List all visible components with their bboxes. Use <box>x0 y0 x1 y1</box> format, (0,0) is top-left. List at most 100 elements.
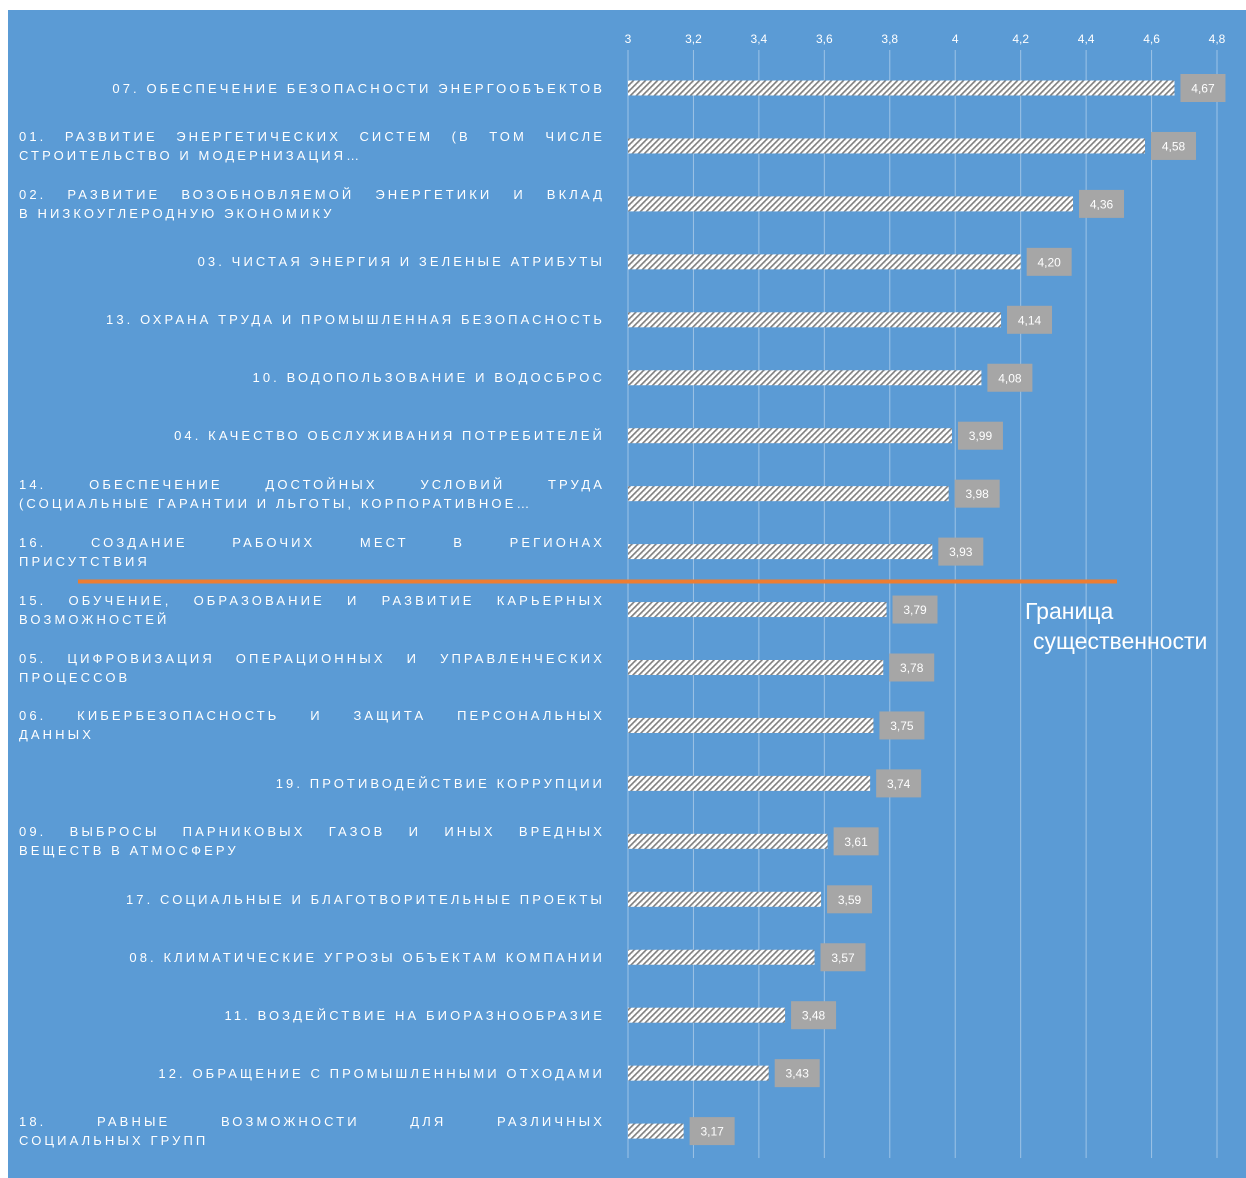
data-label: 3,78 <box>900 661 924 675</box>
category-label-line: ВОЗМОЖНОСТЕЙ <box>19 611 170 627</box>
category-label: 14. ОБЕСПЕЧЕНИЕ ДОСТОЙНЫХ УСЛОВИЙ ТРУДА (… <box>19 475 605 513</box>
category-label: 06. КИБЕРБЕЗОПАСНОСТЬ И ЗАЩИТА ПЕРСОНАЛЬ… <box>19 706 605 744</box>
category-label-line: (СОЦИАЛЬНЫЕ ГАРАНТИИ И ЛЬГОТЫ, КОРПОРАТИ… <box>19 495 533 511</box>
bar <box>628 660 884 675</box>
data-label: 4,36 <box>1090 197 1114 211</box>
data-label: 3,93 <box>949 545 973 559</box>
category-label-line: ПРОЦЕССОВ <box>19 669 131 685</box>
category-label: 07. ОБЕСПЕЧЕНИЕ БЕЗОПАСНОСТИ ЭНЕРГООБЪЕК… <box>112 80 605 96</box>
category-label: 12. ОБРАЩЕНИЕ С ПРОМЫШЛЕННЫМИ ОТХОДАМИ <box>158 1065 605 1081</box>
data-label: 3,79 <box>903 603 927 617</box>
data-label-box <box>820 943 866 972</box>
x-tick-label: 4,8 <box>1209 32 1226 46</box>
x-tick-label: 3,6 <box>816 32 833 46</box>
category-label-line: СТРОИТЕЛЬСТВО И МОДЕРНИЗАЦИЯ… <box>19 147 363 163</box>
category-label-line: В НИЗКОУГЛЕРОДНУЮ ЭКОНОМИКУ <box>19 205 335 221</box>
category-label: 09. ВЫБРОСЫ ПАРНИКОВЫХ ГАЗОВ И ИНЫХ ВРЕД… <box>19 822 605 860</box>
x-tick-label: 4 <box>952 32 959 46</box>
bar <box>628 717 874 733</box>
category-label: 19. ПРОТИВОДЕЙСТВИЕ КОРРУПЦИИ <box>275 775 605 791</box>
data-label: 4,67 <box>1191 82 1215 96</box>
x-tick-label: 3,4 <box>751 32 768 46</box>
data-label: 4,08 <box>998 371 1022 385</box>
category-label-line: 02. РАЗВИТИЕ ВОЗОБНОВЛЯЕМОЙ ЭНЕРГЕТИКИ И… <box>19 186 605 202</box>
data-label-box <box>1180 74 1226 102</box>
bar <box>628 254 1021 270</box>
bar <box>628 80 1175 96</box>
data-label: 3,17 <box>700 1125 724 1139</box>
data-label-box <box>889 653 935 682</box>
data-label-box <box>938 537 984 566</box>
data-label-box <box>774 1059 820 1088</box>
bar <box>628 486 949 502</box>
data-label-box <box>833 827 879 856</box>
x-tick-label: 4,6 <box>1143 32 1160 46</box>
category-label-line: ВЕЩЕСТВ В АТМОСФЕРУ <box>19 843 239 859</box>
bar <box>628 428 952 444</box>
category-label: 10. ВОДОПОЛЬЗОВАНИЕ И ВОДОСБРОС <box>252 370 605 386</box>
category-label: 04. КАЧЕСТВО ОБСЛУЖИВАНИЯ ПОТРЕБИТЕЛЕЙ <box>174 428 605 444</box>
category-label-line: 15. ОБУЧЕНИЕ, ОБРАЗОВАНИЕ И РАЗВИТИЕ КАР… <box>19 592 605 608</box>
bar <box>628 775 871 791</box>
category-label-line: 18. РАВНЫЕ ВОЗМОЖНОСТИ ДЛЯ РАЗЛИЧНЫХ <box>19 1114 605 1130</box>
data-label: 3,75 <box>890 719 914 733</box>
bar <box>628 949 815 965</box>
data-label-box <box>791 1001 837 1030</box>
bar <box>628 1123 684 1139</box>
data-label-box <box>987 363 1033 392</box>
data-label-box <box>876 769 922 798</box>
category-label-line: 14. ОБЕСПЕЧЕНИЕ ДОСТОЙНЫХ УСЛОВИЙ ТРУДА <box>19 476 605 492</box>
data-label-box <box>1007 305 1053 334</box>
x-tick-label: 4,2 <box>1012 32 1029 46</box>
category-label: 05. ЦИФРОВИЗАЦИЯ ОПЕРАЦИОННЫХ И УПРАВЛЕН… <box>19 649 605 687</box>
category-label-line: 16. СОЗДАНИЕ РАБОЧИХ МЕСТ В РЕГИОНАХ <box>19 534 605 550</box>
category-label-line: 09. ВЫБРОСЫ ПАРНИКОВЫХ ГАЗОВ И ИНЫХ ВРЕД… <box>19 824 605 840</box>
bar <box>628 370 982 386</box>
category-label-line: ПРИСУТСТВИЯ <box>19 553 150 569</box>
threshold-label-line1: Граница <box>1025 598 1114 624</box>
x-tick-label: 3,2 <box>685 32 702 46</box>
data-label-box <box>689 1117 735 1146</box>
data-label: 3,99 <box>969 429 993 443</box>
category-label-line: 01. РАЗВИТИЕ ЭНЕРГЕТИЧЕСКИХ СИСТЕМ (В ТО… <box>19 128 605 144</box>
bar <box>628 138 1146 154</box>
category-label: 16. СОЗДАНИЕ РАБОЧИХ МЕСТ В РЕГИОНАХ ПРИС… <box>19 533 605 571</box>
threshold-label-line2: существенности <box>1033 628 1208 654</box>
data-label-box <box>879 711 925 740</box>
data-label: 3,98 <box>965 487 989 501</box>
x-tick-label: 3 <box>625 32 632 46</box>
data-label-box <box>892 595 938 624</box>
category-label-line: 06. КИБЕРБЕЗОПАСНОСТЬ И ЗАЩИТА ПЕРСОНАЛЬ… <box>19 708 605 724</box>
chart-frame: 3 3,2 3,4 3,6 3,8 4 4,2 4,4 4,6 4,8 4,67 4,58 4,36 4… <box>8 10 1246 1178</box>
bar <box>628 602 887 618</box>
data-label: 3,59 <box>838 893 862 907</box>
data-label: 4,14 <box>1018 313 1042 327</box>
bar <box>628 196 1074 212</box>
category-label: 13. ОХРАНА ТРУДА И ПРОМЫШЛЕННАЯ БЕЗОПАСН… <box>106 312 605 328</box>
data-label-box <box>1151 131 1197 160</box>
data-label: 3,43 <box>786 1067 810 1081</box>
data-label: 3,48 <box>802 1009 826 1023</box>
category-label: 17. СОЦИАЛЬНЫЕ И БЛАГОТВОРИТЕЛЬНЫЕ ПРОЕК… <box>125 891 605 907</box>
category-label: 11. ВОЗДЕЙСТВИЕ НА БИОРАЗНООБРАЗИЕ <box>224 1007 605 1023</box>
category-label: 15. ОБУЧЕНИЕ, ОБРАЗОВАНИЕ И РАЗВИТИЕ КАР… <box>19 591 605 629</box>
threshold-label: Граница существенности <box>1025 596 1246 656</box>
category-label-line: ДАННЫХ <box>19 727 95 743</box>
data-label: 3,57 <box>831 951 855 965</box>
category-label: 01. РАЗВИТИЕ ЭНЕРГЕТИЧЕСКИХ СИСТЕМ (В ТО… <box>19 127 605 165</box>
bar <box>628 1007 786 1023</box>
x-tick-label: 3,8 <box>881 32 898 46</box>
data-label: 4,58 <box>1162 139 1186 153</box>
category-label: 08. КЛИМАТИЧЕСКИЕ УГРОЗЫ ОБЪЕКТАМ КОМПАН… <box>129 949 605 965</box>
bar <box>628 833 828 849</box>
category-label: 03. ЧИСТАЯ ЭНЕРГИЯ И ЗЕЛЕНЫЕ АТРИБУТЫ <box>197 254 605 270</box>
bar <box>628 312 1002 328</box>
data-label: 3,74 <box>887 777 911 791</box>
category-label: 02. РАЗВИТИЕ ВОЗОБНОВЛЯЕМОЙ ЭНЕРГЕТИКИ И… <box>19 185 605 223</box>
category-label: 18. РАВНЫЕ ВОЗМОЖНОСТИ ДЛЯ РАЗЛИЧНЫХ СОЦИ… <box>19 1112 605 1150</box>
data-label: 3,61 <box>844 835 868 849</box>
bar <box>628 1065 769 1081</box>
data-label: 4,20 <box>1037 255 1061 269</box>
data-label-box <box>1026 247 1072 276</box>
bar <box>628 544 933 560</box>
